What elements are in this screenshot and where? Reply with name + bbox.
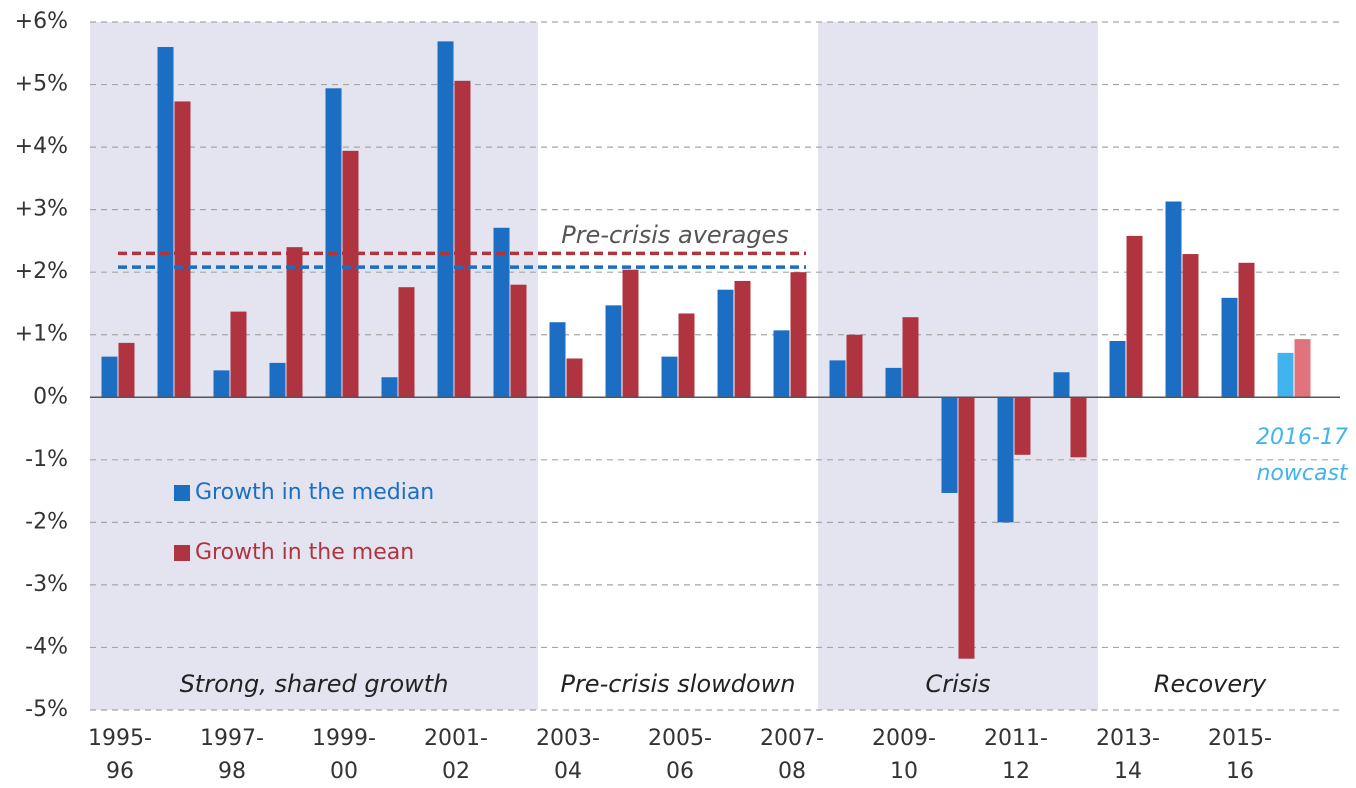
- bar: [566, 358, 583, 398]
- bar: [1182, 254, 1199, 398]
- bar: [174, 101, 191, 398]
- bar: [678, 313, 695, 398]
- annotation: 2016-17 nowcast: [1256, 425, 1348, 486]
- bar: [605, 305, 622, 398]
- bar: [829, 360, 846, 398]
- bar: [790, 272, 807, 398]
- bar: [717, 289, 734, 398]
- period-shade: [818, 22, 1098, 710]
- period-label: Recovery: [1154, 670, 1267, 698]
- y-tick-label: +3%: [15, 197, 68, 222]
- bar: [118, 342, 135, 398]
- bar: [622, 269, 639, 398]
- x-tick-label: 2003- 04: [536, 726, 600, 784]
- x-tick-label: 2005- 06: [648, 726, 712, 784]
- legend-label: Growth in the median: [195, 480, 434, 505]
- bar: [902, 317, 919, 398]
- bar: [773, 330, 790, 398]
- x-tick-label: 2015- 16: [1208, 726, 1272, 784]
- bar: [510, 284, 527, 398]
- bar: [1070, 397, 1087, 458]
- period-shade: [90, 22, 538, 710]
- legend-swatch: [174, 545, 190, 561]
- y-tick-label: +5%: [15, 72, 68, 97]
- bar: [1126, 235, 1143, 398]
- bar: [941, 397, 958, 493]
- x-tick-label: 2001- 02: [424, 726, 488, 784]
- bar: [1221, 297, 1238, 398]
- bar: [157, 47, 174, 398]
- bar: [493, 227, 510, 398]
- bar: [885, 367, 902, 398]
- y-tick-label: -2%: [25, 509, 68, 534]
- y-tick-label: -4%: [25, 634, 68, 659]
- x-tick-label: 2011- 12: [984, 726, 1048, 784]
- x-tick-label: 2009- 10: [872, 726, 936, 784]
- bar: [286, 247, 303, 398]
- bar: [437, 41, 454, 398]
- period-label: Strong, shared growth: [180, 670, 449, 698]
- legend-label: Growth in the mean: [195, 540, 414, 565]
- bar: [1109, 340, 1126, 398]
- y-tick-label: 0%: [33, 384, 68, 409]
- x-tick-label: 1997- 98: [200, 726, 264, 784]
- reference-label: Pre-crisis averages: [561, 221, 789, 249]
- x-tick-label: 1995- 96: [88, 726, 152, 784]
- bar: [549, 322, 566, 398]
- period-label: Crisis: [926, 670, 991, 698]
- bar: [958, 397, 975, 659]
- bar: [1238, 262, 1255, 398]
- bar: [101, 356, 118, 398]
- y-tick-label: -3%: [25, 572, 68, 597]
- y-tick-label: +1%: [15, 322, 68, 347]
- y-tick-label: +6%: [15, 9, 68, 34]
- bar: [381, 377, 398, 398]
- bar: [269, 362, 286, 398]
- bar: [454, 80, 471, 398]
- bar: [846, 334, 863, 398]
- y-tick-label: +2%: [15, 259, 68, 284]
- bar: [213, 370, 230, 398]
- y-tick-label: +4%: [15, 134, 68, 159]
- period-label: Pre-crisis slowdown: [560, 670, 795, 698]
- x-tick-label: 1999- 00: [312, 726, 376, 784]
- bar: [1014, 397, 1031, 455]
- bar: [230, 311, 247, 398]
- bar: [1165, 201, 1182, 398]
- bar: [325, 88, 342, 398]
- bar: [734, 280, 751, 398]
- bar: [997, 397, 1014, 523]
- bar: [342, 150, 359, 398]
- bar: [1053, 372, 1070, 398]
- x-tick-label: 2013- 14: [1096, 726, 1160, 784]
- y-tick-label: -1%: [25, 447, 68, 472]
- bar: [398, 287, 415, 398]
- bar: [1294, 339, 1311, 398]
- bar: [661, 356, 678, 398]
- bar: [1277, 352, 1294, 398]
- legend-swatch: [174, 485, 190, 501]
- y-tick-label: -5%: [25, 697, 68, 722]
- x-tick-label: 2007- 08: [760, 726, 824, 784]
